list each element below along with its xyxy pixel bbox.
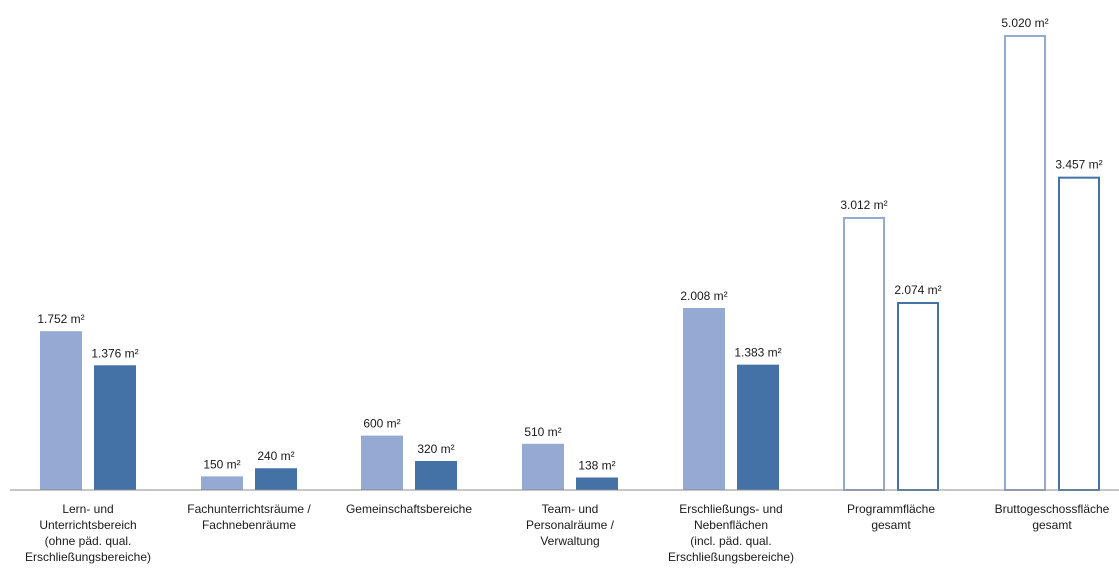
bar-6-series-1 [1058, 176, 1100, 492]
category-label-1: Fachunterrichtsräume / Fachnebenräume [187, 502, 311, 532]
bar-6-series-0 [1004, 35, 1046, 491]
category-label-5: Programmfläche gesamt [847, 502, 935, 532]
category-label-4-line-2: (incl. päd. qual. [690, 534, 771, 548]
value-label-6-1: 3.457 m² [1055, 158, 1102, 172]
bar-3-series-0 [522, 443, 564, 490]
bar-2-series-1 [415, 460, 457, 490]
category-label-6-line-0: Bruttogeschossfläche [995, 502, 1110, 516]
category-label-1-line-0: Fachunterrichtsräume / [187, 502, 311, 516]
category-label-0-line-1: Unterrichtsbereich [39, 518, 136, 532]
value-label-3-0: 510 m² [524, 425, 561, 439]
bar-4-series-1 [737, 364, 779, 490]
category-label-5-line-1: gesamt [871, 518, 911, 532]
category-label-4-line-0: Erschließungs- und [679, 502, 782, 516]
category-label-0-line-0: Lern- und [62, 502, 113, 516]
bar-5-series-1 [897, 302, 939, 491]
value-label-0-1: 1.376 m² [91, 346, 138, 360]
category-label-3: Team- und Personalräume / Verwaltung [526, 502, 615, 548]
value-label-4-0: 2.008 m² [680, 289, 727, 303]
value-label-5-1: 2.074 m² [894, 283, 941, 297]
category-label-4-line-1: Nebenflächen [694, 518, 768, 532]
value-label-2-1: 320 m² [417, 442, 454, 456]
value-label-0-0: 1.752 m² [37, 312, 84, 326]
value-label-6-0: 5.020 m² [1001, 16, 1048, 30]
category-label-0-line-3: Erschließungsbereiche) [25, 550, 151, 564]
value-label-5-0: 3.012 m² [840, 198, 887, 212]
value-labels-group: 1.752 m² 1.376 m² 150 m² 240 m² 600 m² 320 m²… [37, 16, 1102, 472]
category-label-4: Erschließungs- und Nebenflächen (incl. päd… [668, 502, 794, 564]
bar-0-series-0 [40, 331, 82, 490]
category-label-1-line-1: Fachnebenräume [202, 518, 296, 532]
category-label-6-line-1: gesamt [1032, 518, 1072, 532]
category-label-4-line-3: Erschließungsbereiche) [668, 550, 794, 564]
value-label-1-0: 150 m² [203, 457, 240, 471]
bar-1-series-0 [201, 476, 243, 490]
category-labels-group: Lern- und Unterrichtsbereich (ohne päd. qu… [25, 502, 1110, 564]
category-label-3-line-0: Team- und [542, 502, 599, 516]
bar-2-series-0 [361, 435, 403, 490]
bar-1-series-1 [255, 468, 297, 490]
category-label-2: Gemeinschaftsbereiche [346, 502, 472, 516]
category-label-0: Lern- und Unterrichtsbereich (ohne päd. qu… [25, 502, 151, 564]
value-label-1-1: 240 m² [257, 449, 294, 463]
bars-group [40, 35, 1100, 492]
bar-0-series-1 [94, 365, 136, 490]
value-label-4-1: 1.383 m² [734, 346, 781, 360]
bar-5-series-0 [843, 217, 885, 491]
value-label-2-0: 600 m² [363, 417, 400, 431]
category-label-3-line-2: Verwaltung [540, 534, 599, 548]
category-label-3-line-1: Personalräume / [526, 518, 615, 532]
category-label-0-line-2: (ohne päd. qual. [45, 534, 132, 548]
category-label-6: Bruttogeschossfläche gesamt [995, 502, 1110, 532]
category-label-5-line-0: Programmfläche [847, 502, 935, 516]
bar-4-series-0 [683, 308, 725, 490]
bar-3-series-1 [576, 477, 618, 490]
category-label-2-line-0: Gemeinschaftsbereiche [346, 502, 472, 516]
value-label-3-1: 138 m² [578, 458, 615, 472]
